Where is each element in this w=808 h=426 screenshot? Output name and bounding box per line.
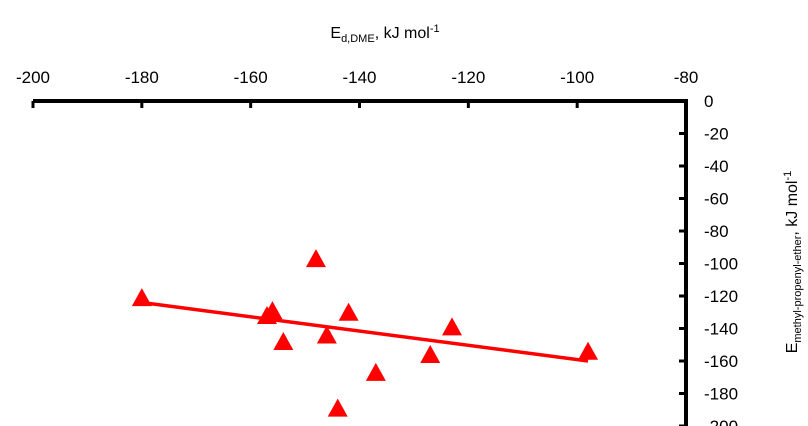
ticks: -200 -180 -160 -140 -120 -100 -80 0 -20 -40 -60 -80… (16, 68, 738, 426)
data-point (131, 288, 152, 307)
y-tick-label: -160 (704, 352, 738, 371)
y-tick-label: -200 (704, 417, 738, 426)
x-tick-label: -120 (451, 68, 485, 87)
x-tick-label: -180 (125, 68, 159, 87)
x-tick-label: -100 (560, 68, 594, 87)
data-point (305, 249, 326, 268)
data-point (327, 398, 348, 417)
data-point (273, 331, 294, 350)
x-axis-title: Ed,DME, kJ mol-1 (330, 23, 439, 45)
y-tick-label: -120 (704, 287, 738, 306)
data-point (420, 344, 441, 363)
trendline (141, 300, 589, 363)
y-tick-label: 0 (704, 92, 713, 111)
x-tick-label: -200 (16, 68, 50, 87)
x-tick-label: -160 (234, 68, 268, 87)
data-points (131, 249, 599, 417)
y-tick-label: -20 (704, 125, 729, 144)
trendline-group (141, 300, 589, 363)
data-point (442, 317, 463, 336)
data-point (262, 301, 283, 320)
data-point (338, 302, 359, 321)
axes (33, 99, 688, 426)
data-point (578, 341, 599, 360)
y-tick-label: -100 (704, 255, 738, 274)
data-point (365, 362, 386, 381)
y-tick-label: -80 (704, 222, 729, 241)
y-tick-label: -180 (704, 385, 738, 404)
x-tick-label: -80 (674, 68, 699, 87)
x-tick-label: -140 (342, 68, 376, 87)
data-point (316, 325, 337, 344)
y-tick-label: -40 (704, 157, 729, 176)
y-tick-label: -60 (704, 190, 729, 209)
y-tick-label: -140 (704, 320, 738, 339)
y-axis-title: Emethyl-propenyl-ether, kJ mol-1 (782, 171, 804, 354)
